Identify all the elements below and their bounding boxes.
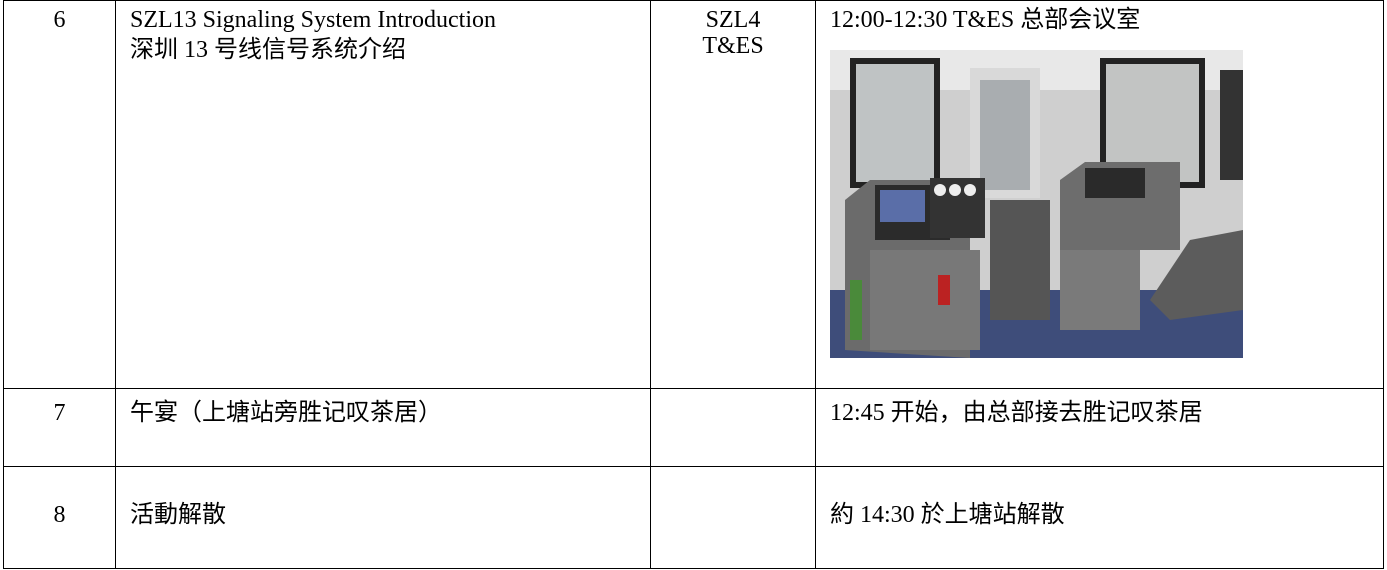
note-text: 約 14:30 於上塘站解散 [830, 502, 1065, 528]
row-number: 7 [53, 400, 66, 426]
column-border [650, 0, 651, 569]
note-text: 12:00-12:30 T&ES 总部会议室 [830, 7, 1141, 33]
column-border [815, 0, 816, 569]
column-border [115, 0, 116, 569]
venue-text: SZL4 [705, 7, 761, 33]
topic-text: 午宴（上塘站旁胜记叹茶居） [130, 400, 442, 426]
topic-text: SZL13 Signaling System Introduction [130, 7, 496, 33]
topic-text: 深圳 13 号线信号系统介绍 [130, 37, 406, 63]
row-number: 6 [53, 7, 66, 33]
column-border [3, 0, 4, 569]
row-border [3, 466, 1384, 467]
column-border [1383, 0, 1384, 569]
row-number: 8 [53, 502, 66, 528]
row-border [3, 388, 1384, 389]
row-border [3, 568, 1384, 569]
topic-text: 活動解散 [130, 502, 226, 528]
table-border [3, 0, 1384, 1]
train-cab-photo [830, 50, 1243, 358]
venue-text: T&ES [702, 33, 764, 59]
note-text: 12:45 开始，由总部接去胜记叹茶居 [830, 400, 1203, 426]
